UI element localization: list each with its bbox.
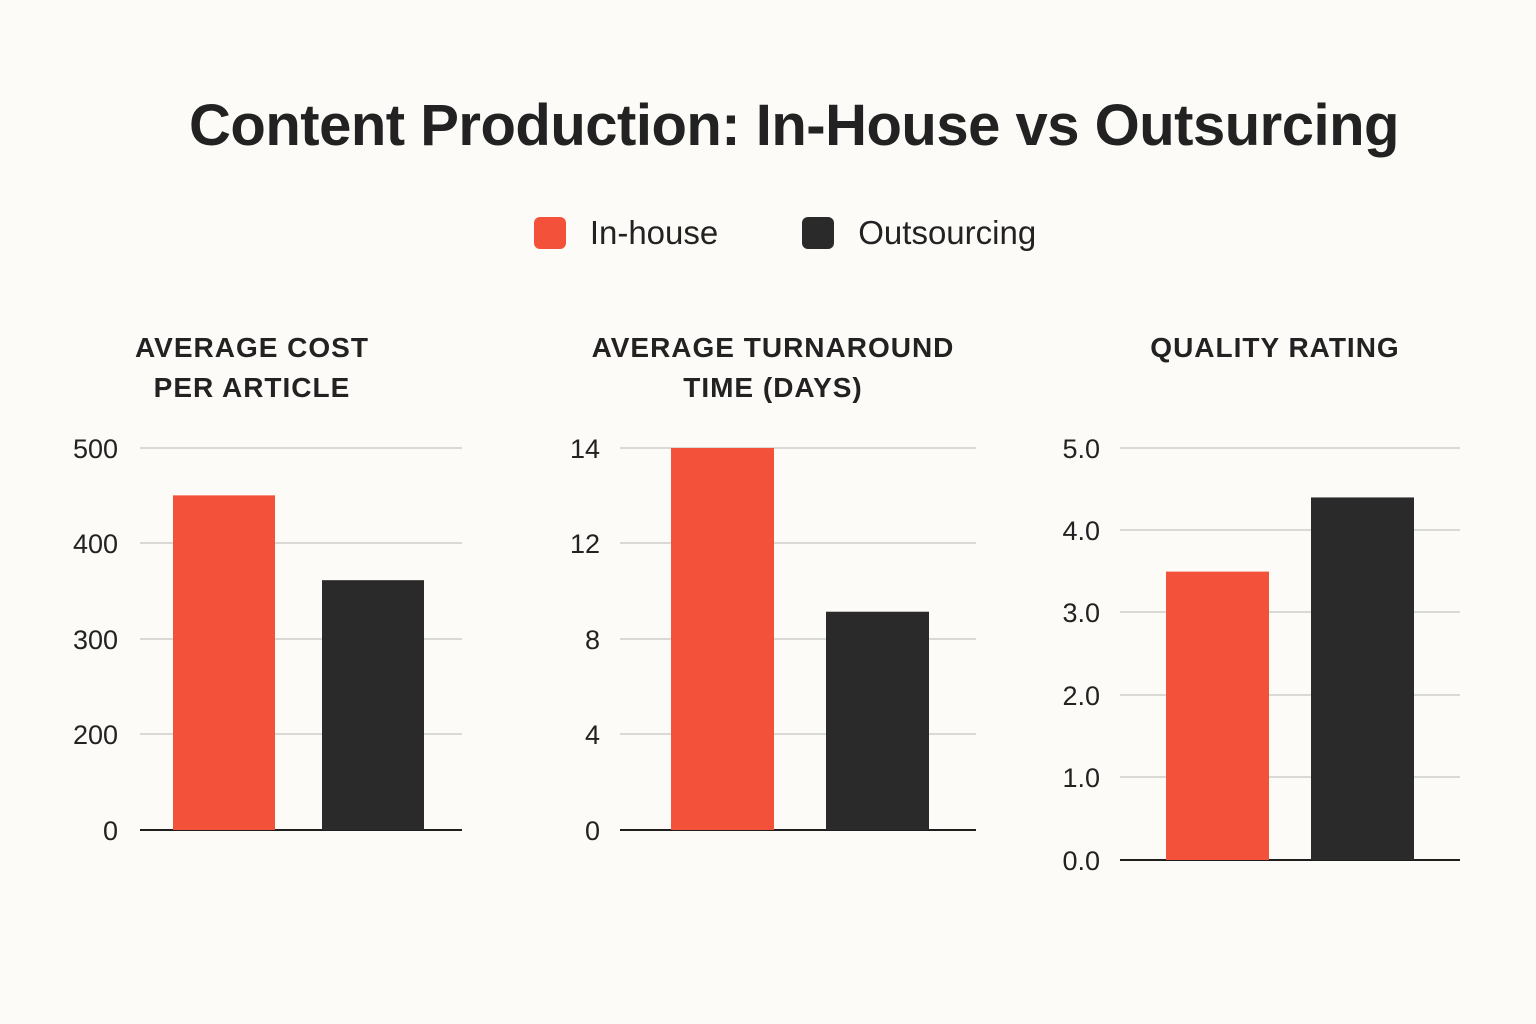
bar-in-house <box>1166 571 1269 860</box>
y-tick-2-0: 2.0 <box>1062 681 1100 711</box>
bar-in-house <box>671 448 774 830</box>
y-tick-12: 12 <box>570 529 600 559</box>
panel-title-line-1: AVERAGE COST <box>135 332 369 363</box>
y-tick-4-0: 4.0 <box>1062 516 1100 546</box>
panel-title-line-2: PER ARTICLE <box>154 372 351 403</box>
legend-swatch-outsourcing <box>802 217 835 249</box>
legend-label-outsourcing: Outsourcing <box>858 214 1037 251</box>
panel-title-line-1: AVERAGE TURNAROUND <box>592 332 955 363</box>
chart-panel-3: QUALITY RATING 0.0 1.0 2.0 3.0 4.0 5.0 <box>1062 332 1460 876</box>
y-tick-0-0: 0.0 <box>1062 846 1100 876</box>
panel-title-line-1: QUALITY RATING <box>1150 332 1399 363</box>
y-tick-3-0: 3.0 <box>1062 598 1100 628</box>
bar-outsourcing <box>1311 497 1414 860</box>
legend-item-outsourcing: Outsourcing <box>802 214 1036 252</box>
legend-swatch-in-house <box>533 217 566 249</box>
y-tick-0: 0 <box>103 816 118 846</box>
y-tick-14: 14 <box>570 434 600 464</box>
panel-title-line-2: TIME (DAYS) <box>683 372 863 403</box>
legend-label-in-house: In-house <box>589 214 719 251</box>
y-tick-0: 0 <box>585 816 600 846</box>
bar-outsourcing <box>322 580 424 830</box>
legend-item-in-house: In-house <box>533 214 719 252</box>
chart-title: Content Production: In-House vs Outsurci… <box>189 93 1399 158</box>
bar-in-house <box>173 495 275 830</box>
chart-panel-2: AVERAGE TURNAROUND TIME (DAYS) 0 4 8 12 14 <box>570 332 976 846</box>
y-tick-5-0: 5.0 <box>1062 434 1100 464</box>
y-tick-1-0: 1.0 <box>1062 763 1100 793</box>
bar-outsourcing <box>826 611 929 830</box>
y-tick-300: 300 <box>73 625 118 655</box>
y-tick-500: 500 <box>73 434 118 464</box>
chart-panel-1: AVERAGE COST PER ARTICLE 0 200 300 400 500 <box>73 332 462 846</box>
y-tick-400: 400 <box>73 529 118 559</box>
y-tick-4: 4 <box>585 720 600 750</box>
y-tick-200: 200 <box>73 720 118 750</box>
legend: In-house Outsourcing <box>0 214 1536 252</box>
y-tick-8: 8 <box>585 625 600 655</box>
